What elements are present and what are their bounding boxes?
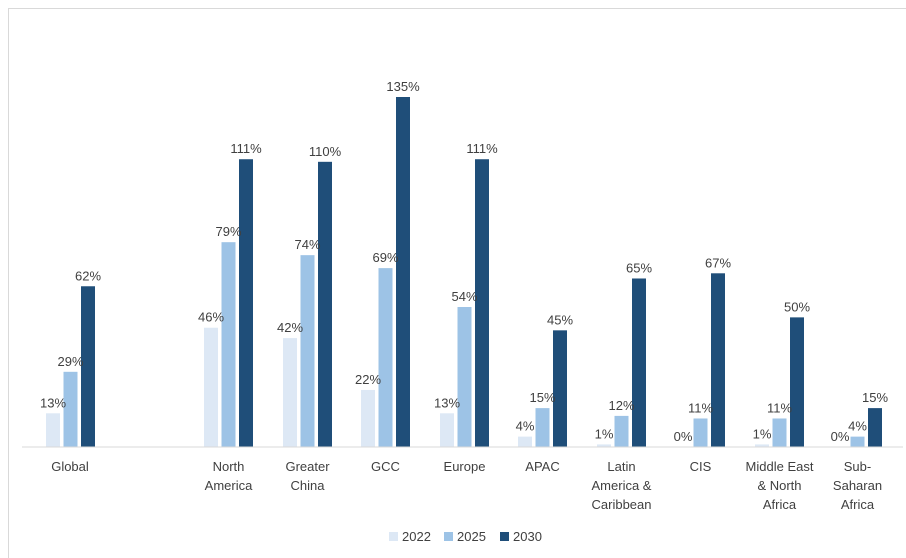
value-label-2025-7: 11%: [688, 400, 713, 415]
legend-label-2022: 2022: [402, 529, 431, 544]
bar-2022-1: [204, 327, 218, 447]
bar-2030-8: [790, 317, 804, 447]
value-label-2022-6: 1%: [595, 426, 614, 441]
category-label-6: Latin America & Caribbean: [592, 459, 652, 512]
value-label-2022-4: 13%: [434, 395, 460, 410]
value-label-2025-3: 69%: [372, 250, 398, 265]
category-label-7: CIS: [690, 459, 712, 474]
category-label-5: APAC: [525, 459, 559, 474]
value-label-2030-3: 135%: [386, 79, 420, 94]
category-labels-layer: Global North America Greater China GCC Europe A…: [51, 459, 882, 512]
bar-2022-5: [518, 436, 532, 447]
value-label-2022-5: 4%: [516, 419, 535, 434]
bar-2022-8: [755, 444, 769, 447]
bar-2022-3: [361, 389, 375, 447]
legend-label-2030: 2030: [513, 529, 542, 544]
bar-2025-3: [378, 268, 393, 447]
value-label-2030-0: 62%: [75, 268, 101, 283]
value-label-2030-4: 111%: [466, 141, 498, 156]
value-label-2022-2: 42%: [277, 320, 303, 335]
bar-2022-0: [46, 413, 60, 447]
legend-swatch-2022: [389, 532, 398, 541]
bar-2030-0: [81, 286, 95, 447]
bar-2030-3: [396, 97, 410, 447]
value-label-2025-8: 11%: [767, 400, 792, 415]
bar-2030-9: [868, 408, 882, 447]
legend: 2022 2025 2030: [389, 529, 542, 544]
bar-2025-0: [63, 371, 78, 447]
value-label-2025-6: 12%: [608, 398, 634, 413]
bar-2022-6: [597, 444, 611, 447]
value-label-2030-5: 45%: [547, 312, 573, 327]
bar-2025-6: [614, 415, 629, 447]
value-label-2022-9: 0%: [831, 429, 850, 444]
bar-2030-5: [553, 330, 567, 447]
category-label-1: North America: [205, 459, 253, 493]
value-label-2025-5: 15%: [529, 390, 555, 405]
value-label-2030-9: 15%: [862, 390, 888, 405]
value-label-2025-2: 74%: [294, 237, 320, 252]
value-label-2025-9: 4%: [848, 419, 867, 434]
value-label-2030-1: 111%: [230, 141, 262, 156]
bar-2030-1: [239, 159, 253, 447]
value-label-2025-4: 54%: [451, 289, 477, 304]
bar-2025-9: [850, 436, 865, 447]
bar-2025-2: [300, 255, 315, 447]
value-label-2030-8: 50%: [784, 299, 810, 314]
value-label-2030-2: 110%: [309, 144, 342, 159]
bar-2030-6: [632, 278, 646, 447]
category-label-4: Europe: [444, 459, 486, 474]
legend-label-2025: 2025: [457, 529, 486, 544]
bar-2025-7: [693, 418, 708, 447]
bar-2022-2: [283, 338, 297, 447]
category-label-0: Global: [51, 459, 89, 474]
chart-frame: [8, 8, 906, 558]
bar-2025-8: [772, 418, 787, 447]
bars-layer: [46, 97, 882, 447]
value-label-2022-3: 22%: [355, 372, 381, 387]
value-labels-layer: 13% 29% 62% 46% 79% 111% 42% 74% 110% 22% 69% 135% 1…: [40, 79, 888, 444]
value-label-2022-1: 46%: [198, 310, 224, 325]
value-label-2022-7: 0%: [674, 429, 693, 444]
category-label-9: Sub-Saharan Africa: [833, 459, 882, 512]
legend-swatch-2025: [444, 532, 453, 541]
bar-2030-2: [318, 161, 332, 447]
bar-2025-4: [457, 307, 472, 447]
category-label-8: Middle East & North Africa: [746, 459, 814, 512]
legend-swatch-2030: [500, 532, 509, 541]
value-label-2022-0: 13%: [40, 395, 66, 410]
value-label-2025-1: 79%: [215, 224, 241, 239]
bar-2022-4: [440, 413, 454, 447]
value-label-2022-8: 1%: [753, 426, 772, 441]
bar-2030-4: [475, 159, 489, 447]
category-label-3: GCC: [371, 459, 400, 474]
value-label-2030-7: 67%: [705, 255, 731, 270]
category-label-2: Greater China: [285, 459, 330, 493]
bar-2025-1: [221, 242, 236, 447]
bar-2030-7: [711, 273, 725, 447]
value-label-2030-6: 65%: [626, 260, 652, 275]
value-label-2025-0: 29%: [57, 354, 83, 369]
bar-2025-5: [535, 408, 550, 447]
